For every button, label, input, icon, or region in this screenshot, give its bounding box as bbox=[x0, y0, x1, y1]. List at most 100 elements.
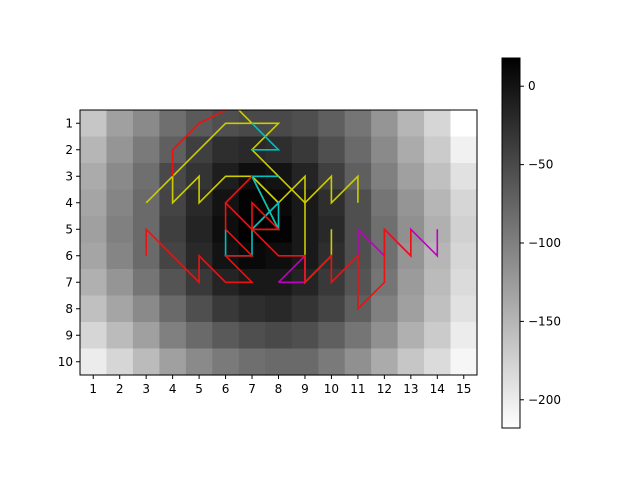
y-tick-label: 8 bbox=[65, 302, 73, 316]
heatmap-cell bbox=[344, 110, 372, 138]
heatmap-cell bbox=[106, 163, 134, 191]
heatmap-cell bbox=[397, 189, 425, 217]
heatmap-cell bbox=[106, 269, 134, 297]
heatmap-cell bbox=[371, 136, 399, 164]
heatmap-cell bbox=[424, 269, 452, 297]
heatmap-cell bbox=[185, 322, 213, 350]
heatmap-cell bbox=[106, 322, 134, 350]
heatmap-cell bbox=[80, 348, 108, 376]
heatmap-cell bbox=[132, 322, 160, 350]
heatmap-cell bbox=[318, 136, 346, 164]
heatmap-cell bbox=[424, 163, 452, 191]
heatmap-cell bbox=[212, 322, 240, 350]
heatmap-cell bbox=[212, 136, 240, 164]
heatmap-cell bbox=[106, 295, 134, 323]
heatmap-cell bbox=[344, 348, 372, 376]
heatmap-cell bbox=[397, 163, 425, 191]
heatmap-cell bbox=[159, 269, 187, 297]
x-tick-label: 5 bbox=[195, 382, 203, 396]
y-tick-label: 9 bbox=[65, 328, 73, 342]
y-tick-label: 2 bbox=[65, 143, 73, 157]
heatmap-cell bbox=[291, 110, 319, 138]
path-line bbox=[171, 110, 226, 177]
heatmap-cell bbox=[318, 322, 346, 350]
y-tick-label: 10 bbox=[58, 355, 73, 369]
heatmap-cell bbox=[424, 322, 452, 350]
heatmap-cell bbox=[371, 322, 399, 350]
heatmap-cell bbox=[238, 348, 266, 376]
heatmap-cell bbox=[397, 348, 425, 376]
heatmap-cell bbox=[238, 295, 266, 323]
heatmap-cell bbox=[291, 295, 319, 323]
heatmap-cell bbox=[397, 110, 425, 138]
path-overlay bbox=[145, 110, 439, 311]
heatmap-cell bbox=[291, 348, 319, 376]
heatmap-cell bbox=[318, 295, 346, 323]
heatmap-cell bbox=[318, 110, 346, 138]
heatmap-cell bbox=[450, 242, 478, 270]
heatmap-cell bbox=[318, 348, 346, 376]
heatmap-cell bbox=[424, 295, 452, 323]
heatmap-cell bbox=[159, 110, 187, 138]
x-tick-label: 15 bbox=[456, 382, 471, 396]
heatmap-cell bbox=[106, 136, 134, 164]
colorbar-tick-label: −200 bbox=[528, 393, 561, 407]
x-tick-label: 10 bbox=[324, 382, 339, 396]
heatmap-cell bbox=[371, 110, 399, 138]
heatmap-cell bbox=[80, 216, 108, 244]
y-tick-label: 5 bbox=[65, 222, 73, 236]
heatmap-cell bbox=[159, 348, 187, 376]
heatmap-cell bbox=[80, 269, 108, 297]
y-tick-label: 7 bbox=[65, 275, 73, 289]
colorbar-tick-label: −100 bbox=[528, 236, 561, 250]
heatmap-cell bbox=[132, 136, 160, 164]
x-tick-label: 14 bbox=[430, 382, 445, 396]
heatmap-cell bbox=[132, 163, 160, 191]
heatmap-cell bbox=[106, 189, 134, 217]
y-tick-label: 3 bbox=[65, 169, 73, 183]
heatmap-cell bbox=[185, 295, 213, 323]
path-line bbox=[145, 175, 412, 311]
x-tick-label: 2 bbox=[116, 382, 124, 396]
heatmap-cell bbox=[371, 189, 399, 217]
heatmap-cell bbox=[80, 295, 108, 323]
y-tick-label: 1 bbox=[65, 116, 73, 130]
y-axis: 1 2 3 4 5 6 7 8 9 10 bbox=[58, 116, 80, 369]
heatmap-cell bbox=[450, 216, 478, 244]
x-tick-label: 4 bbox=[169, 382, 177, 396]
heatmap-cell bbox=[106, 216, 134, 244]
heatmap-cell bbox=[132, 348, 160, 376]
heatmap-cell bbox=[450, 322, 478, 350]
heatmap-cell bbox=[424, 189, 452, 217]
heatmap-cell bbox=[265, 348, 293, 376]
x-tick-label: 7 bbox=[248, 382, 256, 396]
heatmap-cell bbox=[212, 295, 240, 323]
heatmap-cell bbox=[238, 322, 266, 350]
heatmap-cell bbox=[132, 295, 160, 323]
heatmap-cell bbox=[397, 269, 425, 297]
heatmap-cell bbox=[397, 322, 425, 350]
heatmap-cell bbox=[344, 322, 372, 350]
heatmap-cell bbox=[106, 110, 134, 138]
heatmap-cell bbox=[106, 348, 134, 376]
x-tick-label: 11 bbox=[350, 382, 365, 396]
heatmap-cell bbox=[106, 242, 134, 270]
path-line bbox=[251, 122, 281, 151]
x-tick-label: 6 bbox=[222, 382, 230, 396]
heatmap-cell bbox=[80, 242, 108, 270]
colorbar-tick-label: −150 bbox=[528, 314, 561, 328]
heatmap-cell bbox=[371, 163, 399, 191]
colorbar bbox=[501, 57, 521, 429]
heatmap-cell bbox=[265, 322, 293, 350]
y-tick-label: 4 bbox=[65, 196, 73, 210]
heatmap-cell bbox=[397, 295, 425, 323]
heatmap-cell bbox=[132, 110, 160, 138]
x-tick-label: 3 bbox=[142, 382, 150, 396]
heatmap-cell bbox=[80, 163, 108, 191]
heatmap-cell bbox=[450, 163, 478, 191]
heatmap-cell bbox=[80, 189, 108, 217]
heatmap-cell bbox=[450, 269, 478, 297]
x-tick-label: 9 bbox=[301, 382, 309, 396]
colorbar-tick-label: 0 bbox=[528, 79, 536, 93]
